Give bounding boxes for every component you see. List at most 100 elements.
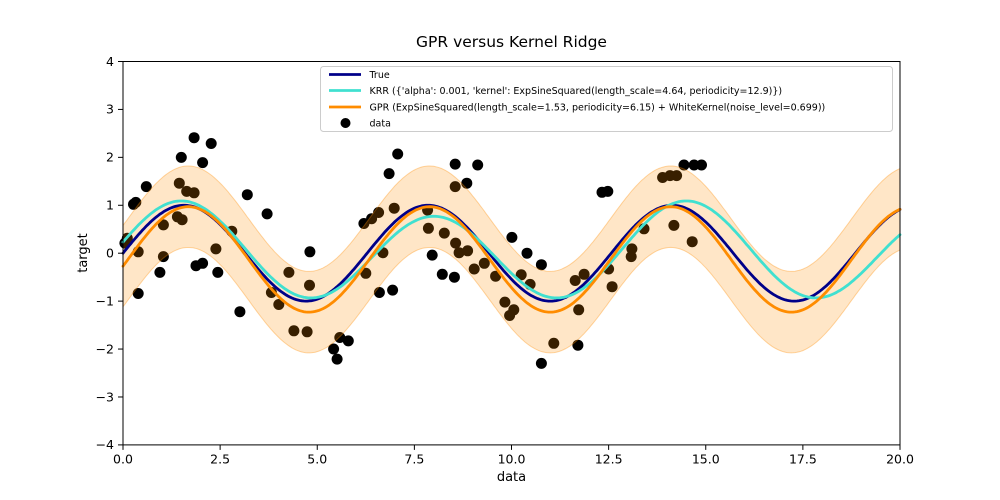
data-point	[426, 249, 438, 261]
data-point	[535, 357, 547, 369]
data-point	[436, 268, 448, 280]
data-point	[212, 266, 224, 278]
data-point	[154, 266, 166, 278]
data-point	[342, 335, 354, 347]
scatter-layer	[119, 132, 707, 369]
legend-entry-krr: KRR ({'alpha': 0.001, 'kernel': ExpSineS…	[329, 86, 782, 97]
data-point	[472, 159, 484, 171]
data-point	[506, 231, 518, 243]
legend: True KRR ({'alpha': 0.001, 'kernel': Exp…	[320, 66, 893, 132]
data-point	[569, 275, 581, 286]
data-point	[453, 247, 465, 259]
x-tick-label: 5.0	[307, 451, 327, 466]
data-point	[188, 187, 200, 199]
curves-layer	[121, 199, 902, 314]
data-point	[288, 325, 300, 337]
y-tick-label: 3	[106, 102, 114, 117]
data-point	[328, 343, 340, 355]
x-tick-label: 7.5	[404, 451, 424, 466]
data-point	[130, 196, 142, 208]
data-point	[241, 189, 253, 201]
data-point	[508, 304, 520, 316]
chart-title: GPR versus Kernel Ridge	[416, 33, 607, 51]
data-point	[696, 159, 707, 171]
data-point	[360, 267, 372, 279]
data-point	[468, 263, 480, 275]
legend-box	[320, 66, 893, 132]
data-point	[606, 281, 618, 293]
data-point	[301, 326, 313, 338]
data-point	[210, 243, 222, 255]
data-point	[387, 284, 399, 296]
legend-entry-true: True	[329, 70, 390, 81]
legend-label-krr: KRR ({'alpha': 0.001, 'kernel': ExpSineS…	[370, 86, 783, 97]
data-point	[678, 159, 690, 171]
data-point	[668, 219, 680, 231]
data-point	[626, 243, 638, 255]
data-point	[188, 132, 200, 144]
data-point	[490, 270, 502, 282]
legend-marker-swatch-data	[340, 118, 351, 128]
data-point	[176, 214, 188, 226]
data-point	[334, 332, 346, 343]
x-tick-label: 20.0	[886, 451, 914, 466]
legend-label-true: True	[369, 70, 390, 81]
data-point	[383, 168, 395, 180]
y-tick-label: −1	[96, 293, 114, 308]
y-tick-label: −3	[96, 389, 114, 404]
x-axis-label: data	[497, 470, 526, 485]
axis-ticks: 0.0 2.5 5.0 7.5 10.0 12.5 15.0 17.5 20.0 4 3 2 1 0 −1 −…	[96, 54, 914, 467]
data-point	[392, 148, 404, 160]
data-point	[572, 339, 584, 351]
data-point	[422, 222, 434, 234]
y-tick-label: 0	[106, 246, 114, 261]
data-point	[205, 138, 217, 149]
data-point	[273, 299, 285, 310]
x-tick-label: 12.5	[595, 451, 623, 466]
legend-label-data: data	[370, 119, 391, 130]
data-point	[265, 287, 277, 298]
data-point	[499, 296, 511, 308]
data-point	[304, 279, 315, 291]
data-point	[515, 269, 527, 281]
data-point	[197, 157, 209, 169]
legend-entry-data: data	[340, 118, 391, 130]
data-point	[671, 170, 683, 182]
data-point	[462, 245, 474, 257]
y-tick-label: 4	[106, 54, 114, 69]
data-point	[140, 181, 152, 193]
curve-gpr	[121, 205, 902, 314]
data-point	[448, 271, 460, 283]
data-point	[157, 251, 169, 263]
data-point	[261, 208, 273, 220]
data-point	[535, 259, 547, 271]
data-point	[450, 237, 462, 249]
data-point	[234, 306, 246, 318]
y-tick-label: −2	[96, 341, 114, 356]
x-tick-label: 10.0	[498, 451, 526, 466]
y-tick-label: −4	[96, 437, 114, 452]
legend-entry-gpr: GPR (ExpSineSquared(length_scale=1.53, p…	[329, 103, 825, 114]
y-tick-label: 1	[106, 198, 114, 213]
legend-label-gpr: GPR (ExpSineSquared(length_scale=1.53, p…	[370, 103, 826, 114]
data-point	[578, 268, 590, 280]
y-axis-label: target	[76, 233, 91, 273]
y-tick-label: 2	[106, 150, 114, 165]
data-point	[602, 185, 614, 197]
data-point	[449, 158, 461, 170]
x-tick-label: 2.5	[210, 451, 230, 466]
data-point	[175, 151, 187, 163]
data-point	[449, 181, 461, 193]
data-point	[197, 257, 209, 269]
data-point	[173, 177, 185, 189]
data-point	[283, 266, 295, 278]
data-point	[388, 202, 400, 214]
curve-true	[121, 203, 902, 303]
data-point	[373, 287, 385, 298]
data-point	[686, 236, 698, 248]
data-point	[573, 304, 585, 316]
data-point	[521, 247, 533, 259]
data-point	[157, 219, 169, 231]
